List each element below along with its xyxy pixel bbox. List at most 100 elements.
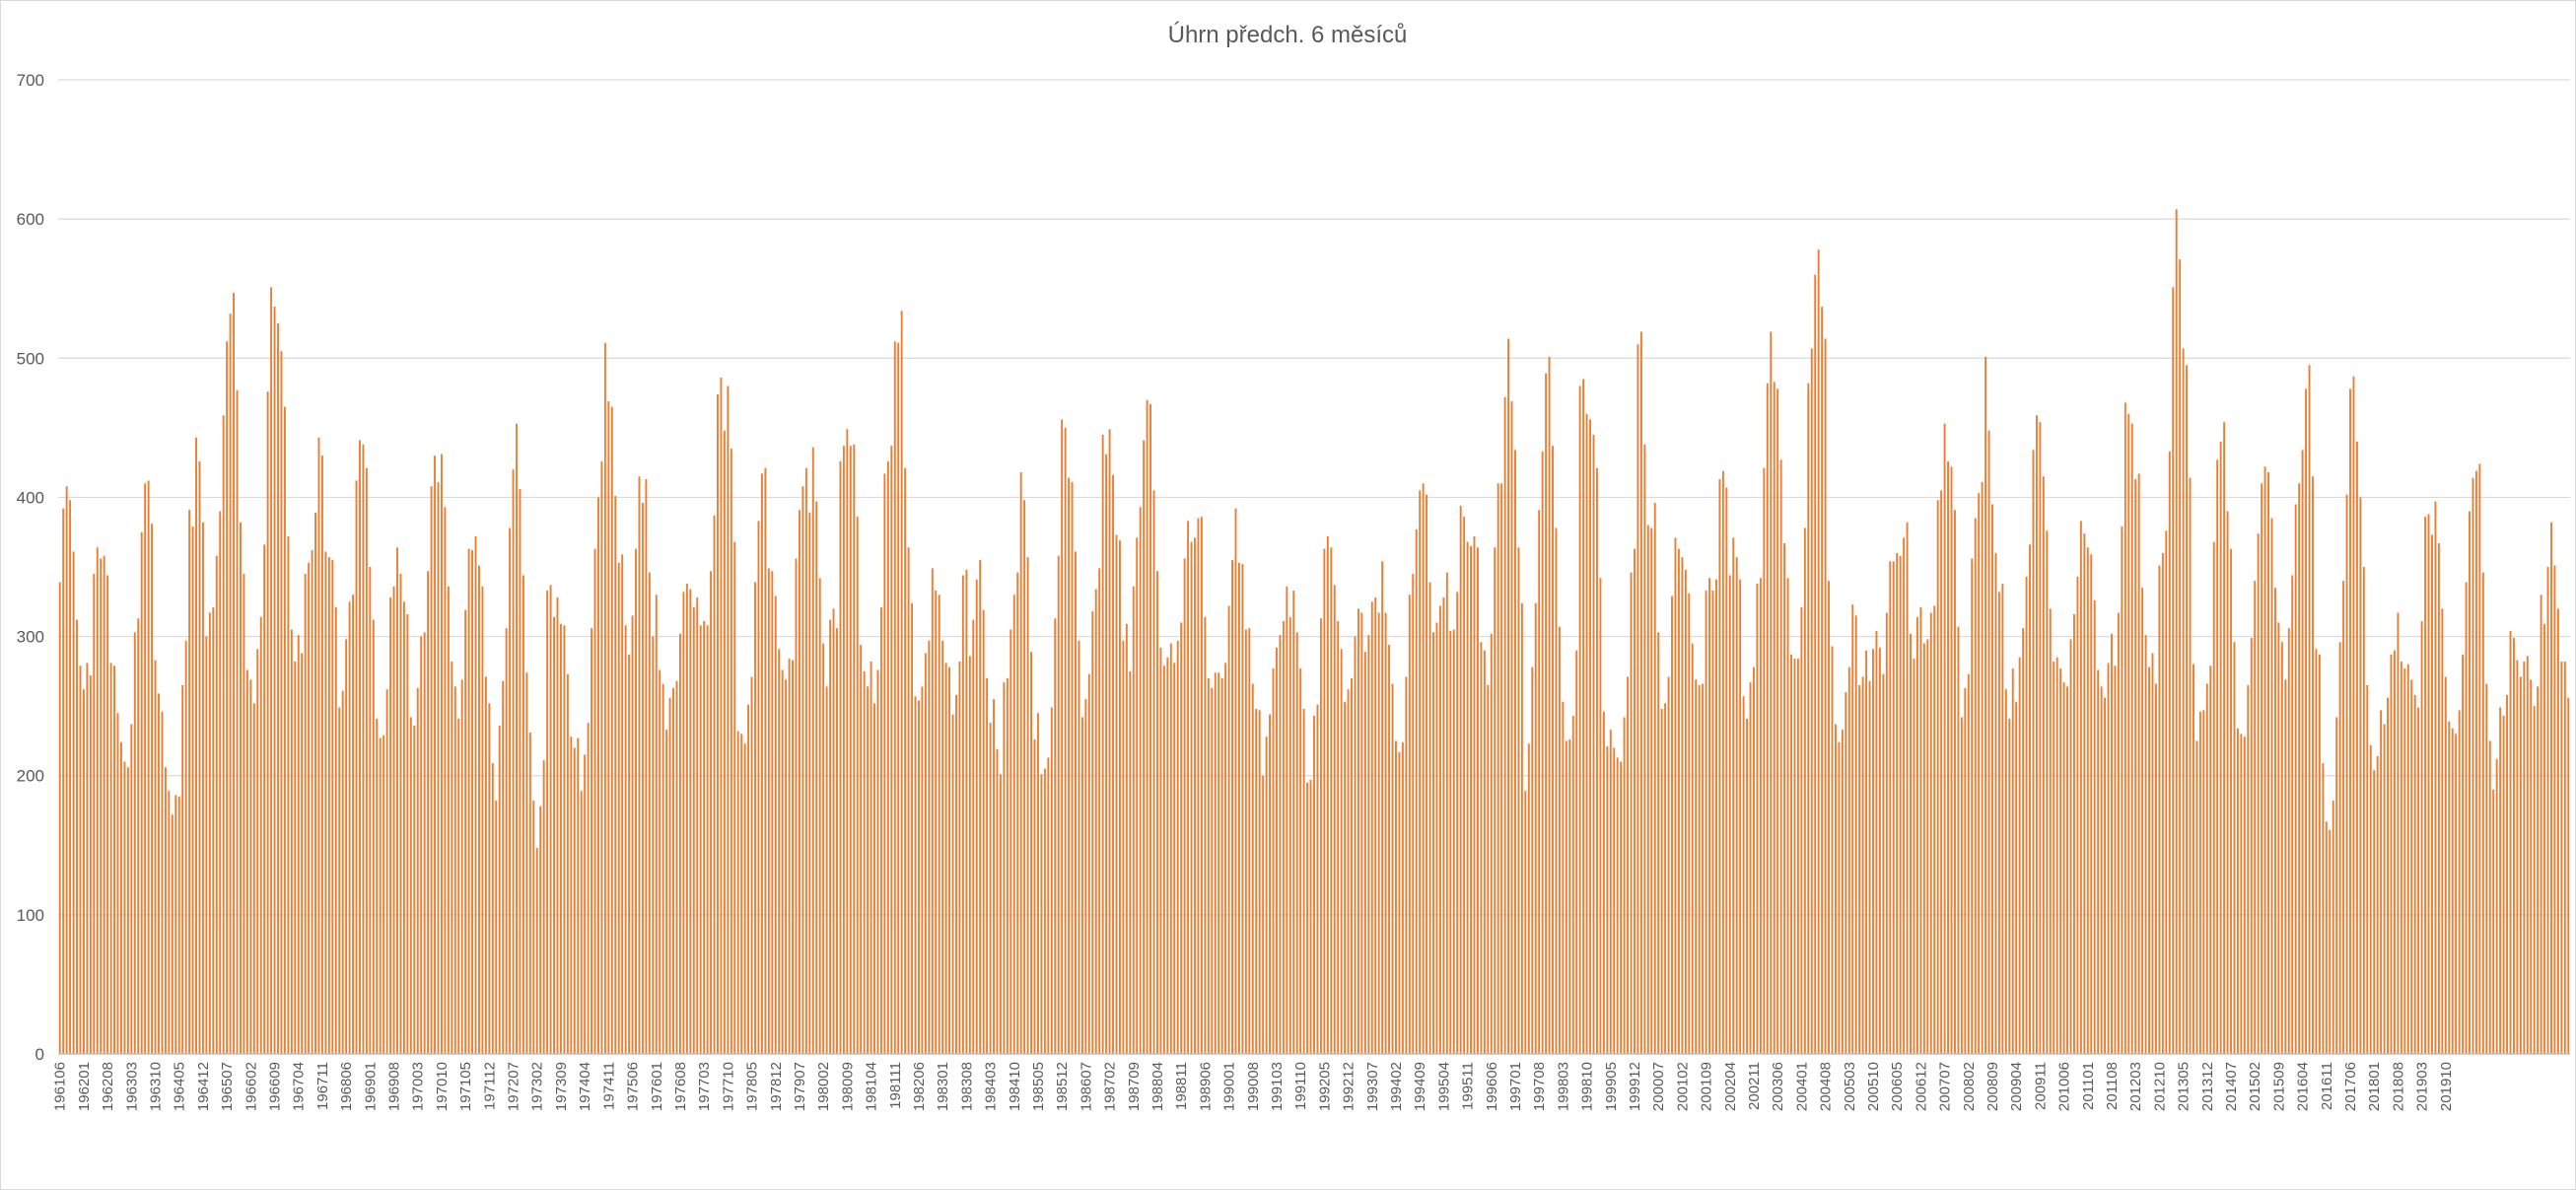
y-tick-label: 300 [17, 628, 44, 647]
bar [2342, 581, 2345, 1054]
bar [177, 796, 180, 1054]
x-tick-label: 201305 [2176, 1062, 2193, 1111]
bar [928, 640, 931, 1054]
bar [1681, 557, 1684, 1054]
bar [464, 609, 467, 1054]
bar [505, 628, 508, 1054]
bar [1162, 665, 1165, 1054]
x-tick-label: 198403 [983, 1062, 1000, 1111]
bar [2380, 710, 2383, 1054]
bar [1868, 680, 1871, 1054]
bar [1664, 703, 1667, 1054]
bar [2243, 736, 2246, 1054]
bar [236, 389, 239, 1054]
x-tick-label: 198104 [864, 1062, 880, 1111]
bar [648, 572, 651, 1054]
bar [1125, 623, 1128, 1054]
x-tick-label: 199504 [1435, 1062, 1452, 1111]
bar-series [58, 209, 2570, 1055]
bar [1835, 724, 1837, 1054]
bar [921, 686, 924, 1054]
bar [621, 554, 624, 1054]
bar [512, 469, 515, 1054]
bar [392, 586, 395, 1054]
bar [2257, 533, 2260, 1054]
bar [1398, 751, 1401, 1054]
bar [334, 606, 337, 1054]
bar [1136, 537, 1139, 1054]
bar [1922, 643, 1925, 1054]
bar [1545, 373, 1548, 1054]
bar [427, 571, 430, 1054]
bar [1456, 592, 1459, 1054]
bar [1419, 490, 1422, 1054]
bar [447, 586, 450, 1054]
bar [2553, 565, 2556, 1054]
bar [2329, 829, 2332, 1054]
bar [1030, 652, 1032, 1054]
bar [1173, 663, 1176, 1054]
bar [1910, 633, 1912, 1054]
bar [76, 619, 78, 1054]
bar [860, 645, 863, 1054]
bar [1786, 578, 1789, 1054]
bar [1971, 558, 1974, 1054]
bar [144, 483, 147, 1054]
bar [1122, 640, 1125, 1054]
x-tick-label: 198702 [1102, 1062, 1119, 1111]
bar [1500, 483, 1503, 1054]
bar [1589, 419, 1591, 1054]
bar [853, 444, 856, 1054]
bar [597, 497, 599, 1054]
bar [2352, 376, 2355, 1054]
bar [1388, 645, 1391, 1054]
bar [2318, 654, 2321, 1054]
bar [252, 703, 255, 1054]
bar [495, 801, 498, 1054]
bar [2233, 642, 2236, 1054]
bar [1075, 551, 1077, 1054]
bar [2546, 567, 2549, 1054]
bar [1929, 612, 1932, 1054]
bar [2451, 728, 2454, 1054]
bar [1847, 666, 1850, 1054]
bar [1926, 639, 1929, 1054]
bar [982, 609, 985, 1054]
bar [1599, 578, 1602, 1054]
bar [556, 597, 559, 1054]
x-tick-label: 201801 [2366, 1062, 2383, 1111]
bar [2209, 665, 2212, 1054]
bar [362, 444, 365, 1054]
bar [2022, 628, 2025, 1054]
bar [542, 760, 545, 1054]
bar [2018, 657, 2021, 1054]
bar [842, 446, 845, 1055]
bar [679, 633, 681, 1054]
bar [2488, 740, 2491, 1054]
bar [2335, 717, 2338, 1054]
bar [1790, 654, 1792, 1054]
bar [989, 723, 992, 1054]
bar [886, 460, 889, 1055]
bar [935, 590, 938, 1054]
bar [1098, 568, 1101, 1054]
bar [338, 707, 341, 1054]
bar [1432, 632, 1434, 1054]
x-tick-label: 197812 [768, 1062, 785, 1111]
bar [713, 515, 716, 1054]
bar [689, 589, 692, 1054]
bar [652, 636, 655, 1054]
bar [348, 601, 351, 1054]
x-tick-label: 197703 [696, 1062, 713, 1111]
bar [1997, 592, 2000, 1054]
bar [1351, 677, 1353, 1054]
bar [2117, 612, 2120, 1054]
x-tick-label: 201903 [2414, 1062, 2431, 1111]
bar [2165, 530, 2168, 1054]
bar [2345, 494, 2348, 1054]
bar [2366, 684, 2369, 1054]
bar [1575, 650, 1578, 1054]
bar [849, 446, 852, 1055]
bar [1555, 527, 1558, 1054]
